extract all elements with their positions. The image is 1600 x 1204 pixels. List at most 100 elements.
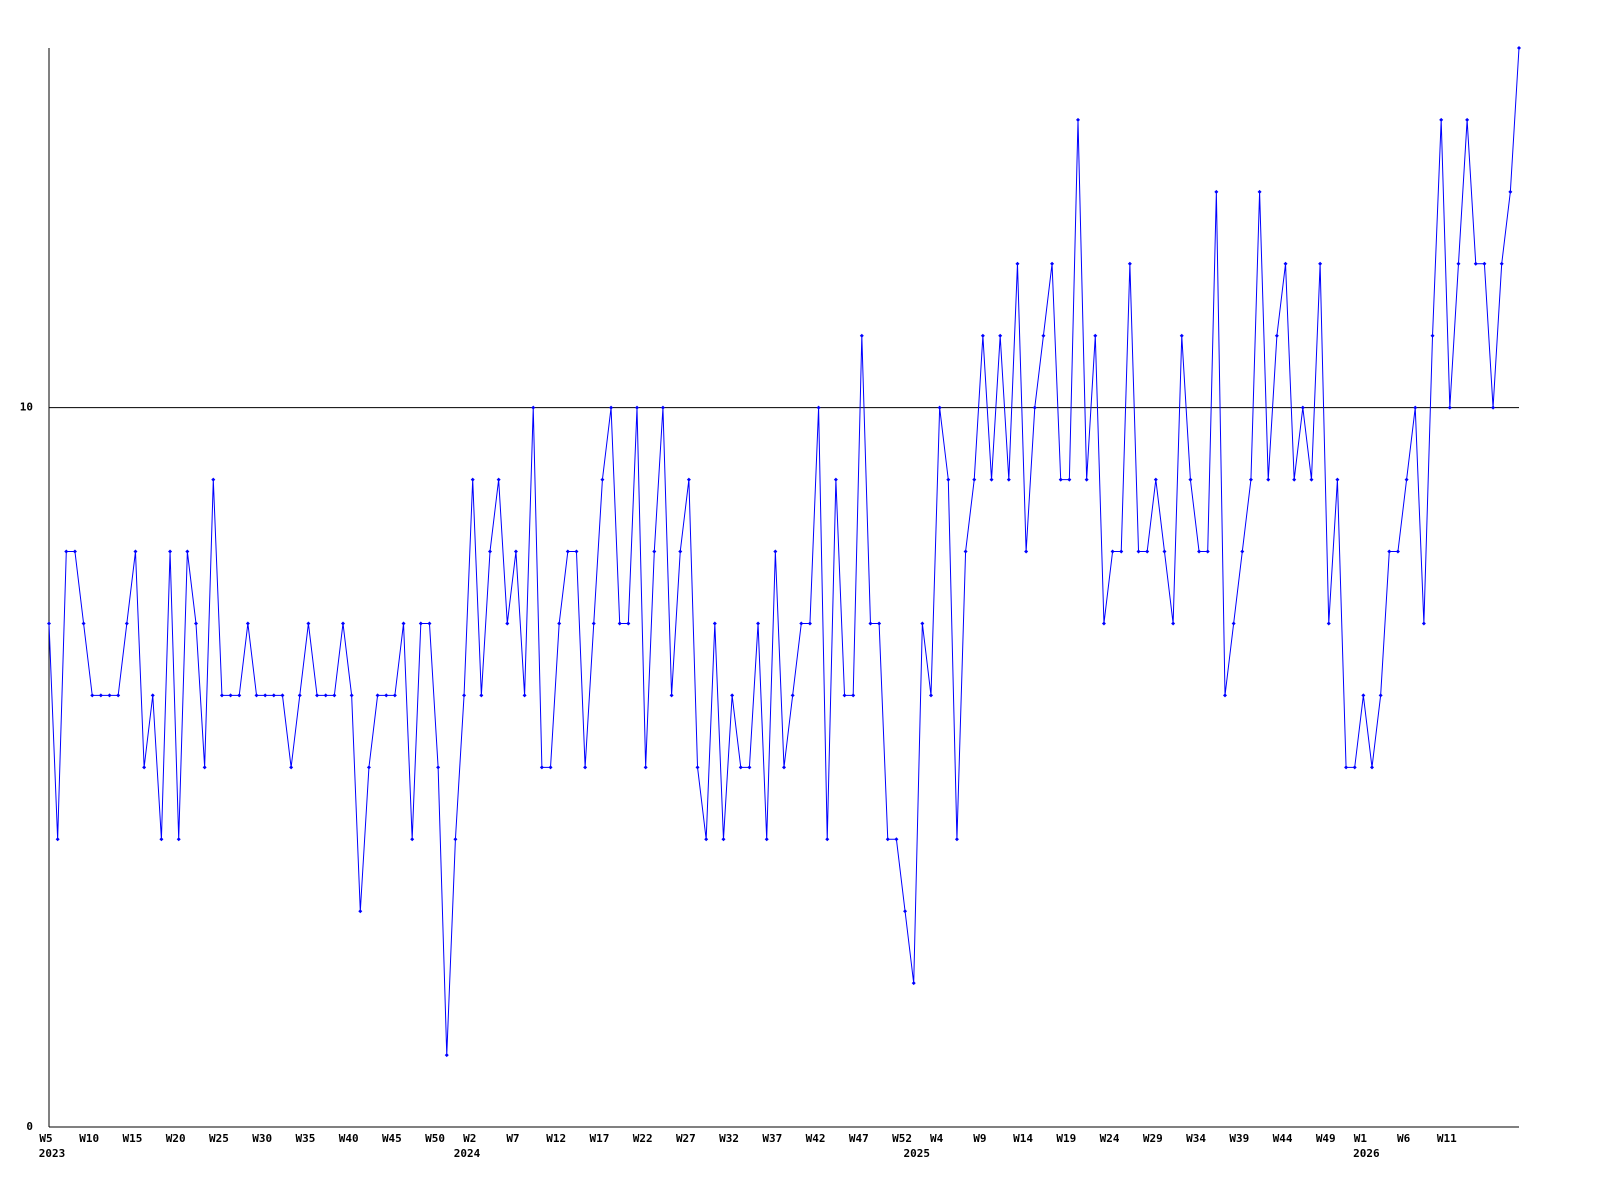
- data-point: [496, 477, 501, 482]
- data-point: [392, 693, 397, 698]
- data-point: [946, 477, 951, 482]
- data-point: [366, 765, 371, 770]
- x-tick-label: W52: [892, 1132, 912, 1145]
- data-point: [1231, 621, 1236, 626]
- data-point: [1136, 549, 1141, 554]
- x-tick-label: W37: [762, 1132, 782, 1145]
- data-point: [1041, 333, 1046, 338]
- data-point: [133, 549, 138, 554]
- data-point: [1404, 477, 1409, 482]
- data-point: [1171, 621, 1176, 626]
- x-year-label: 2025: [903, 1147, 930, 1160]
- data-point: [764, 837, 769, 842]
- data-point: [176, 837, 181, 842]
- data-point: [1378, 693, 1383, 698]
- data-point: [280, 693, 285, 698]
- data-point: [1127, 261, 1132, 266]
- data-point: [1205, 549, 1210, 554]
- x-tick-label: W50: [425, 1132, 445, 1145]
- data-point: [1292, 477, 1297, 482]
- data-point: [1352, 765, 1357, 770]
- data-point: [358, 909, 363, 914]
- data-point: [410, 837, 415, 842]
- y-tick-label: 10: [20, 401, 33, 414]
- data-point: [341, 621, 345, 626]
- data-point: [47, 621, 51, 626]
- data-point: [1257, 189, 1262, 194]
- data-point: [929, 693, 933, 698]
- data-point: [418, 621, 423, 626]
- data-point: [1447, 405, 1452, 410]
- data-point: [1084, 477, 1089, 482]
- data-point: [1006, 477, 1011, 482]
- data-point: [289, 765, 294, 770]
- data-point: [730, 693, 735, 698]
- data-point: [1456, 261, 1461, 266]
- data-point: [989, 477, 994, 482]
- x-tick-label: W10: [79, 1132, 99, 1145]
- data-point: [1024, 549, 1029, 554]
- x-tick-label: W7: [506, 1132, 519, 1145]
- x-tick-label: W30: [252, 1132, 272, 1145]
- x-tick-label: W20: [166, 1132, 186, 1145]
- data-point: [825, 837, 830, 842]
- data-point: [323, 693, 328, 698]
- data-point: [1361, 693, 1366, 698]
- data-point: [1197, 549, 1202, 554]
- x-tick-label: W12: [546, 1132, 566, 1145]
- x-tick-label: W9: [973, 1132, 986, 1145]
- data-point: [980, 333, 985, 338]
- data-point: [963, 549, 968, 554]
- x-tick-label: W27: [676, 1132, 696, 1145]
- data-point: [773, 549, 778, 554]
- x-tick-label: W17: [589, 1132, 609, 1145]
- data-point: [505, 621, 510, 626]
- data-point: [1188, 477, 1193, 482]
- data-point: [401, 621, 406, 626]
- data-point: [349, 693, 354, 698]
- data-point: [1093, 333, 1098, 338]
- data-point: [704, 837, 709, 842]
- data-point: [1119, 549, 1124, 554]
- data-point: [306, 621, 311, 626]
- x-year-label: 2023: [39, 1147, 66, 1160]
- x-tick-label: W19: [1056, 1132, 1076, 1145]
- data-point: [185, 549, 190, 554]
- x-tick-label: W11: [1437, 1132, 1457, 1145]
- data-point: [1032, 405, 1037, 410]
- data-point: [1491, 405, 1496, 410]
- data-point: [470, 477, 475, 482]
- x-tick-label: W6: [1397, 1132, 1411, 1145]
- x-tick-label: W5: [39, 1132, 52, 1145]
- data-point: [583, 765, 588, 770]
- data-point: [539, 765, 544, 770]
- data-point: [1067, 477, 1072, 482]
- data-point: [1223, 693, 1227, 698]
- data-point: [816, 405, 821, 410]
- data-point: [756, 621, 761, 626]
- x-tick-label: W35: [295, 1132, 315, 1145]
- data-point: [271, 693, 276, 698]
- data-point: [1395, 549, 1400, 554]
- data-point: [254, 693, 259, 698]
- data-point: [626, 621, 631, 626]
- data-point: [833, 477, 838, 482]
- data-point: [721, 837, 726, 842]
- data-point: [479, 693, 484, 698]
- data-point: [1101, 621, 1106, 626]
- data-point: [194, 621, 198, 626]
- data-point: [1473, 261, 1478, 266]
- data-point: [1413, 405, 1418, 410]
- data-point: [643, 765, 648, 770]
- data-point: [1300, 405, 1305, 410]
- data-point: [1439, 117, 1444, 122]
- data-point: [1266, 477, 1271, 482]
- data-point: [1145, 549, 1150, 554]
- data-point: [1335, 477, 1340, 482]
- data-point: [686, 477, 691, 482]
- data-point: [998, 333, 1003, 338]
- data-point: [695, 765, 700, 770]
- data-point: [219, 693, 224, 698]
- x-tick-label: W34: [1186, 1132, 1206, 1145]
